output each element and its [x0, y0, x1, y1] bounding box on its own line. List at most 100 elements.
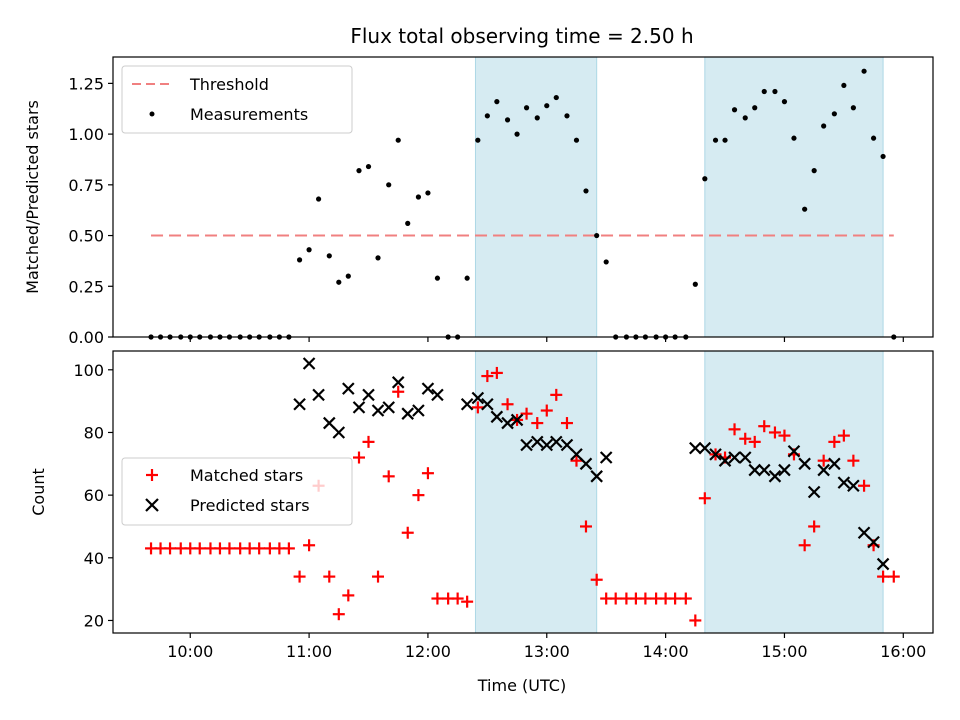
predicted-star-point: [807, 485, 821, 499]
matched-star-point: [490, 366, 503, 379]
bottom-panel: 20 40 60 80 100 10:00 11:00 12:00 13:00 14:00 15:…: [29, 350, 934, 695]
matched-star-point: [778, 429, 791, 442]
matched-star-point: [570, 454, 583, 467]
matched-star-point: [748, 435, 761, 448]
predicted-star-point: [421, 382, 435, 395]
measurement-point: [802, 206, 808, 212]
chart-title: Flux total observing time = 2.50 h: [350, 24, 693, 48]
measurement-point: [306, 247, 312, 253]
predicted-star-point: [481, 397, 494, 411]
measurement-point: [603, 259, 609, 265]
measurement-point: [712, 137, 719, 143]
predicted-star-point: [490, 410, 504, 424]
top-y-axis: 0.00 0.25 0.50 0.75 1.00 1.25: [68, 74, 113, 347]
matched-star-point: [164, 542, 177, 555]
matched-star-point: [223, 542, 236, 555]
predicted-star-point: [510, 413, 524, 427]
matched-star-point: [471, 401, 484, 414]
measurement-point: [850, 105, 856, 111]
y-tick-label: 20: [84, 611, 104, 630]
measurement-point: [831, 111, 837, 117]
measurement-point: [415, 194, 422, 200]
predicted-star-point: [579, 457, 593, 471]
measurement-point: [861, 68, 867, 74]
matched-star-point: [362, 435, 375, 448]
predicted-star-point: [371, 404, 385, 417]
predicted-star-point: [520, 438, 533, 452]
y-tick-label: 0.50: [68, 227, 104, 246]
x-tick-label: 10:00: [167, 642, 213, 661]
x-tick-label: 14:00: [643, 642, 689, 661]
legend-predicted-swatch: [145, 498, 159, 512]
measurement-point: [791, 135, 797, 141]
x-tick-label: 15:00: [761, 642, 807, 661]
y-tick-label: 40: [84, 549, 104, 568]
matched-star-point: [698, 492, 711, 505]
matched-star-point: [540, 404, 553, 417]
top-legend-box: [121, 65, 353, 134]
predicted-star-point: [857, 526, 871, 540]
legend-predicted-label: Predicted stars: [190, 496, 310, 515]
top-legend: Threshold Measurements: [121, 65, 353, 134]
matched-star-point: [808, 520, 821, 533]
y-tick-label: 60: [84, 486, 104, 505]
matched-star-point: [739, 432, 752, 445]
matched-star-point: [431, 592, 444, 605]
predicted-star-point: [560, 438, 574, 452]
bottom-axes-frame: [112, 350, 934, 634]
matched-star-point: [412, 489, 425, 502]
legend-matched-swatch: [146, 469, 158, 481]
matched-star-point: [579, 520, 592, 533]
x-tick-label: 12:00: [405, 642, 451, 661]
predicted-star-point: [352, 401, 366, 414]
predicted-star-point: [828, 457, 841, 471]
predicted-star-point: [540, 438, 554, 452]
predicted-star-point: [787, 444, 801, 458]
predicted-star-point: [778, 463, 791, 477]
measurement-point: [464, 275, 470, 281]
x-axis-label: Time (UTC): [477, 676, 566, 695]
matched-star-point: [392, 385, 405, 398]
measurement-point: [345, 273, 351, 279]
matched-star-point: [728, 423, 741, 436]
measurement-point: [484, 113, 490, 119]
matched-star-point: [461, 595, 474, 608]
measurement-point: [475, 137, 481, 143]
x-tick-label: 11:00: [286, 642, 332, 661]
predicted-star-point: [530, 435, 544, 449]
matched-star-point: [669, 592, 682, 605]
matched-star-point: [303, 539, 316, 552]
measurement-point: [365, 163, 372, 170]
measurement-point: [356, 168, 362, 174]
measurement-point: [821, 123, 827, 129]
predicted-star-point: [391, 376, 405, 389]
predicted-star-point: [362, 388, 375, 402]
measurement-point: [731, 107, 738, 113]
matched-star-point: [758, 420, 771, 433]
measurement-point: [544, 103, 550, 109]
predicted-star-point: [312, 388, 325, 402]
predicted-star-point: [738, 451, 752, 464]
matched-star-point: [372, 570, 385, 583]
measurement-point: [375, 255, 381, 261]
predicted-star-point: [460, 397, 474, 411]
measurement-point: [425, 190, 431, 196]
measurement-point: [772, 88, 778, 95]
measurement-point: [781, 99, 788, 105]
y-tick-label: 80: [84, 423, 104, 442]
matched-star-point: [501, 398, 514, 411]
matched-star-point: [401, 526, 414, 539]
matched-star-point: [590, 573, 603, 586]
legend-matched-label: Matched stars: [190, 466, 303, 485]
predicted-star-point: [431, 388, 444, 402]
matched-star-point: [481, 370, 494, 383]
measurement-point: [841, 82, 847, 89]
matched-star-point: [798, 539, 811, 552]
measurement-point: [553, 94, 559, 101]
measurement-point: [573, 137, 580, 143]
y-tick-label: 0.75: [68, 176, 104, 195]
matched-star-point: [817, 454, 830, 467]
measurement-point: [504, 117, 511, 123]
bottom-y-axis-label: Count: [29, 468, 48, 516]
predicted-star-point: [728, 451, 741, 464]
